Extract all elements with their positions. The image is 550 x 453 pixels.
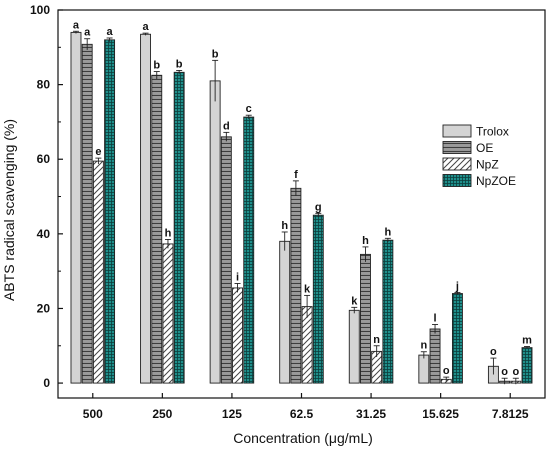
- legend-label-trolox: Trolox: [476, 125, 509, 139]
- bar-npzoe: [451, 293, 463, 384]
- bar-oe: [81, 43, 93, 384]
- y-tick-label: 100: [30, 3, 50, 17]
- bar-npzoe: [104, 39, 116, 384]
- significance-letter: a: [107, 26, 114, 38]
- legend-label-oe: OE: [476, 141, 493, 155]
- significance-letter: h: [362, 235, 369, 247]
- significance-letter: e: [95, 146, 101, 158]
- x-tick-label: 31.25: [356, 407, 386, 421]
- significance-letter: c: [246, 103, 252, 115]
- significance-letter: k: [351, 295, 358, 307]
- significance-letter: j: [455, 280, 459, 292]
- significance-letter: o: [443, 365, 450, 377]
- significance-letter: b: [212, 48, 219, 60]
- bar-trolox: [279, 240, 291, 384]
- bar-trolox: [70, 31, 82, 384]
- significance-letter: k: [304, 283, 311, 295]
- legend: Trolox OE NpZ NpZOE: [442, 124, 516, 188]
- significance-letter: l: [434, 313, 437, 325]
- legend-swatch-trolox: [442, 124, 472, 138]
- bar-npz: [232, 287, 243, 384]
- bar-oe: [151, 74, 163, 384]
- significance-letter: i: [236, 271, 239, 283]
- y-tick-label: 80: [37, 78, 51, 92]
- legend-swatch-npz: [442, 157, 472, 171]
- significance-letter: o: [512, 366, 519, 378]
- x-tick-label: 250: [152, 407, 172, 421]
- significance-letter: b: [153, 60, 160, 72]
- x-tick-label: 15.625: [422, 407, 459, 421]
- bar-npzoe: [243, 116, 255, 384]
- y-tick-label: 40: [37, 227, 51, 241]
- bar-npzoe: [521, 347, 533, 384]
- bar-oe: [429, 328, 441, 384]
- x-tick-label: 7.8125: [492, 407, 529, 421]
- significance-letter: b: [176, 58, 183, 70]
- bar-oe: [360, 253, 371, 384]
- legend-label-npzoe: NpZOE: [476, 174, 516, 188]
- significance-letter: a: [84, 27, 91, 39]
- significance-letter: m: [522, 335, 532, 347]
- bar-npz: [92, 160, 104, 384]
- plot-area: 020406080100500aaea250abhb125bdic62.5hfk…: [30, 3, 546, 421]
- x-tick-label: 62.5: [290, 407, 314, 421]
- bar-npz: [162, 243, 174, 384]
- x-axis-title: Concentration (μg/mL): [233, 430, 373, 446]
- significance-letter: f: [294, 169, 298, 181]
- significance-letter: h: [165, 227, 172, 239]
- y-tick-label: 60: [37, 152, 51, 166]
- legend-label-npz: NpZ: [476, 158, 499, 172]
- bar-trolox: [418, 354, 430, 384]
- bar-npzoe: [382, 239, 394, 384]
- y-tick-label: 20: [37, 301, 51, 315]
- significance-letter: o: [501, 366, 508, 378]
- legend-swatch-oe: [442, 141, 472, 154]
- significance-letter: a: [142, 21, 149, 33]
- x-tick-label: 125: [222, 407, 242, 421]
- legend-swatch-npzoe: [442, 174, 472, 187]
- bar-oe: [290, 187, 302, 384]
- significance-letter: n: [420, 340, 427, 352]
- significance-letter: d: [223, 120, 230, 132]
- bar-npzoe: [312, 214, 324, 384]
- significance-letter: h: [385, 226, 392, 238]
- bar-trolox: [348, 309, 360, 384]
- bar-npz: [301, 306, 313, 384]
- plot-frame: [57, 9, 546, 399]
- significance-letter: n: [373, 334, 380, 346]
- bar-npzoe: [173, 71, 185, 384]
- bar-trolox: [140, 33, 152, 384]
- significance-letter: a: [73, 19, 80, 31]
- significance-letter: o: [490, 346, 497, 358]
- bar-oe: [220, 136, 232, 384]
- significance-letter: g: [315, 201, 322, 213]
- x-tick-label: 500: [83, 407, 103, 421]
- y-tick-label: 0: [43, 376, 50, 390]
- bar-trolox: [209, 80, 221, 384]
- significance-letter: h: [281, 220, 288, 232]
- y-axis-title: ABTS radical scavenging (%): [1, 119, 17, 301]
